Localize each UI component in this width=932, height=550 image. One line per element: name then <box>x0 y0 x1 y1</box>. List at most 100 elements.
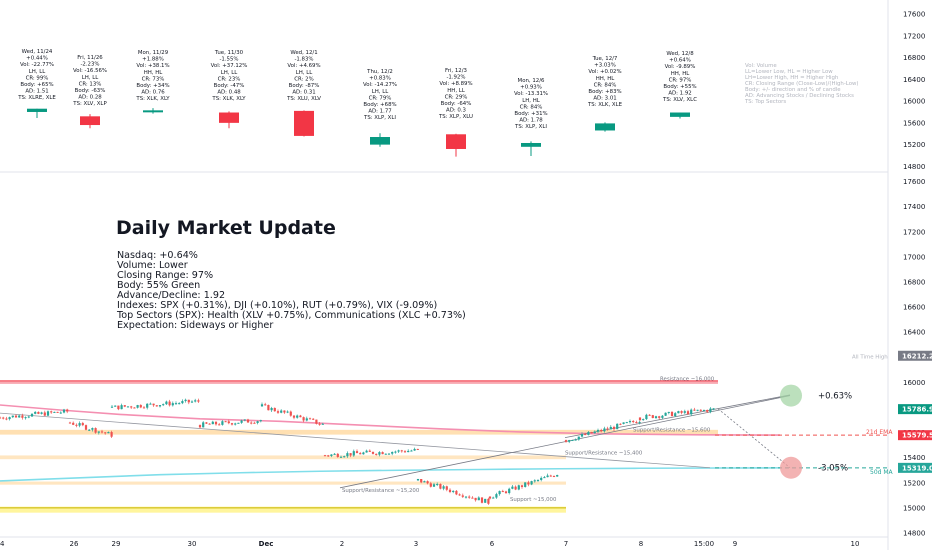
intraday-candle-body <box>511 486 514 489</box>
intraday-candle-body <box>349 453 352 456</box>
summary-line-closing-range: Closing Range: 97% <box>117 270 213 281</box>
intraday-candle-body <box>612 426 616 430</box>
intraday-candle-body <box>381 452 384 455</box>
intraday-candle-body <box>181 401 184 404</box>
intraday-candle-body <box>574 439 577 441</box>
intraday-candle-body <box>403 451 407 453</box>
intraday-candle-body <box>296 415 299 418</box>
intraday-candle-body <box>452 490 455 492</box>
intraday-candle-body <box>571 440 574 442</box>
intraday-candle-body <box>211 421 214 425</box>
intraday-candle-body <box>174 403 178 405</box>
intraday-candle-body <box>524 482 527 487</box>
daily-label-line: LH, LL <box>296 70 313 76</box>
y-tick-label: 15400 <box>903 454 925 462</box>
daily-label-line: Body: -64% <box>441 101 472 107</box>
level-label: Support/Resistance ~15,600 <box>633 428 711 434</box>
trend-line-down <box>0 412 711 469</box>
intraday-candle-body <box>468 496 471 498</box>
intraday-candle-body <box>520 485 524 487</box>
intraday-candle-body <box>198 425 202 428</box>
intraday-candle-body <box>702 410 706 412</box>
daily-label-line: Vol: +0.02% <box>588 69 621 75</box>
x-tick-label: 24 <box>0 540 5 548</box>
x-tick-label: 7 <box>564 540 568 548</box>
intraday-candle-body <box>416 448 419 450</box>
intraday-candle-body <box>514 486 517 490</box>
y-tick-label: 17200 <box>903 32 925 40</box>
intraday-candle-body <box>218 424 221 426</box>
x-tick-label: Dec <box>259 540 274 548</box>
intraday-candle-body <box>683 411 686 413</box>
daily-candle-body <box>595 123 615 131</box>
intraday-candle-body <box>600 429 603 432</box>
daily-label-line: -2.23% <box>80 62 99 68</box>
summary-line-expectation: Expectation: Sideways or Higher <box>117 320 273 331</box>
daily-label-line: LH, LL <box>29 69 46 75</box>
intraday-candle-body <box>75 424 78 426</box>
intraday-candle-body <box>488 496 492 499</box>
summary-line-top-sectors: Top Sectors (SPX): Health (XLV +0.75%), … <box>116 310 466 321</box>
intraday-candle-body <box>492 497 495 499</box>
ema-label: 21d EMA <box>866 429 893 436</box>
daily-label-line: +1.88% <box>142 57 164 63</box>
intraday-candle-body <box>603 428 606 432</box>
price-tag-label: 15786.99 <box>902 406 932 414</box>
daily-label-line: CR: 2% <box>294 76 313 82</box>
intraday-candle-body <box>619 423 622 425</box>
intraday-candle-body <box>674 413 677 417</box>
daily-label-line: Mon, 11/29 <box>138 50 169 56</box>
intraday-candle-body <box>323 455 327 457</box>
intraday-candle-body <box>50 411 53 413</box>
y-tick-label: 17600 <box>903 178 925 186</box>
daily-label-line: CR: 99% <box>26 75 49 81</box>
daily-label-line: Body: +55% <box>663 84 696 90</box>
daily-label-line: Body: -63% <box>75 88 106 94</box>
intraday-candle-body <box>333 453 336 455</box>
daily-label-line: CR: 79% <box>369 95 392 101</box>
intraday-candle-body <box>117 405 120 410</box>
daily-label-line: Wed, 12/8 <box>666 51 694 57</box>
intraday-candle-body <box>68 422 72 424</box>
summary-line-body: Body: 55% Green <box>117 280 200 291</box>
intraday-candle-body <box>24 417 27 419</box>
intraday-candle-body <box>84 425 88 430</box>
intraday-candle-body <box>670 411 674 417</box>
intraday-candle-body <box>205 422 208 424</box>
y-tick-label: 16000 <box>903 98 925 106</box>
intraday-candle-body <box>230 423 234 425</box>
intraday-candle-body <box>498 491 501 495</box>
projection-down-line <box>717 408 791 469</box>
daily-label-line: AD: 1.92 <box>668 91 691 97</box>
intraday-candle-body <box>346 453 349 457</box>
target-up-marker <box>780 384 802 407</box>
intraday-candle-body <box>564 440 568 442</box>
intraday-candle-body <box>123 405 126 407</box>
daily-label-line: Body: +31% <box>514 111 547 117</box>
intraday-candle-body <box>568 440 571 442</box>
intraday-candle-body <box>315 419 318 424</box>
intraday-candle-body <box>264 404 267 406</box>
x-tick-label: 30 <box>188 540 197 548</box>
intraday-candle-body <box>66 409 69 412</box>
intraday-candle-body <box>706 410 709 412</box>
intraday-candle-body <box>289 411 292 416</box>
intraday-candle-body <box>114 405 117 407</box>
daily-label-line: TS: XLU, XLV <box>286 96 321 102</box>
intraday-candle-body <box>62 409 66 413</box>
daily-label-line: Tue, 12/7 <box>592 56 618 62</box>
intraday-candle-body <box>312 418 315 420</box>
intraday-candle-body <box>477 497 480 501</box>
intraday-candle-body <box>686 411 690 415</box>
intraday-candle-body <box>165 401 168 405</box>
intraday-candle-body <box>527 482 530 485</box>
daily-label-line: +0.44% <box>26 56 48 62</box>
daily-label-line: Body: +68% <box>363 102 396 108</box>
intraday-candle-body <box>8 417 11 420</box>
intraday-candle-body <box>184 399 187 402</box>
intraday-candle-body <box>709 408 712 412</box>
x-tick-label: 26 <box>70 540 79 548</box>
intraday-candle-body <box>155 405 158 407</box>
intraday-candle-body <box>543 477 546 479</box>
